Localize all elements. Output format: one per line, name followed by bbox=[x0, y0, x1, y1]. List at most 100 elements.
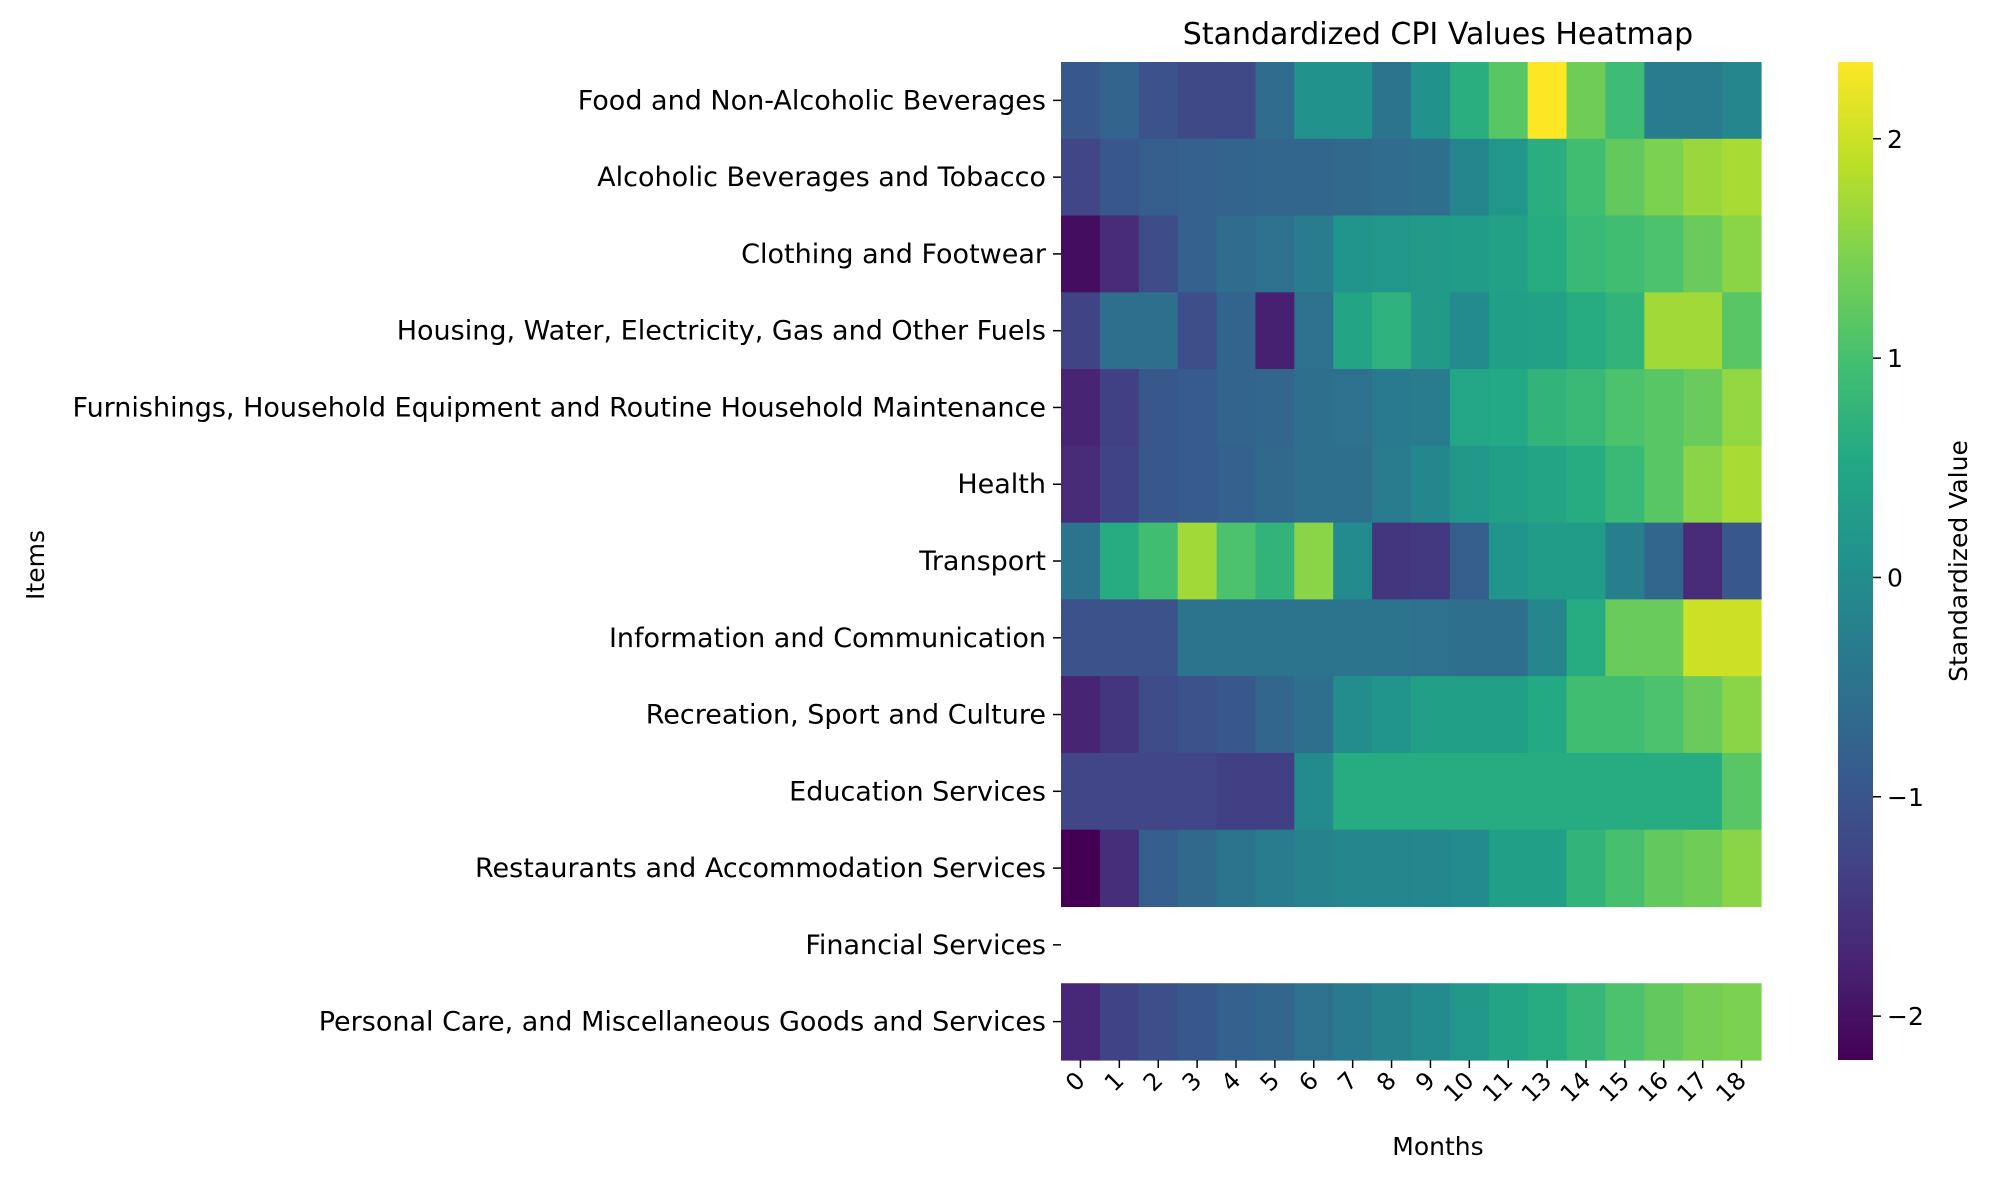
x-tick-label: 3 bbox=[1177, 1066, 1208, 1097]
y-tick-label: Restaurants and Accommodation Services bbox=[475, 853, 1046, 884]
heatmap-cell bbox=[1099, 599, 1140, 677]
heatmap-cell bbox=[1099, 522, 1140, 600]
heatmap-cell bbox=[1449, 522, 1490, 600]
heatmap-cell bbox=[1138, 369, 1179, 447]
x-tick-label: 16 bbox=[1633, 1066, 1674, 1107]
x-axis-label: Months bbox=[1392, 1132, 1483, 1161]
heatmap-cell bbox=[1411, 522, 1451, 600]
heatmap-cell bbox=[1488, 445, 1529, 524]
heatmap-cell bbox=[1605, 215, 1645, 293]
heatmap-cell bbox=[1216, 983, 1257, 1061]
heatmap-cell bbox=[1411, 829, 1451, 908]
heatmap-cell bbox=[1333, 62, 1373, 140]
y-axis-label: Items bbox=[21, 530, 50, 600]
heatmap-cell bbox=[1683, 752, 1723, 831]
x-tick-label: 5 bbox=[1255, 1066, 1286, 1097]
heatmap-cell bbox=[1294, 522, 1334, 600]
heatmap-cell bbox=[1411, 445, 1451, 524]
heatmap-cell bbox=[1722, 829, 1762, 908]
heatmap-cell bbox=[1449, 215, 1490, 293]
x-tick-label: 13 bbox=[1516, 1066, 1557, 1107]
heatmap-cell bbox=[1722, 599, 1762, 677]
heatmap-cell bbox=[1372, 752, 1412, 831]
heatmap-cell bbox=[1333, 676, 1373, 754]
heatmap-cell bbox=[1411, 215, 1451, 293]
heatmap-cell bbox=[1255, 983, 1295, 1061]
heatmap-cell bbox=[1138, 138, 1179, 217]
heatmap-cell bbox=[1605, 292, 1645, 370]
heatmap-cell bbox=[1566, 292, 1607, 370]
heatmap-cell bbox=[1099, 829, 1140, 908]
heatmap-cell bbox=[1566, 829, 1607, 908]
x-tick-label: 17 bbox=[1672, 1066, 1713, 1107]
x-tick-label: 8 bbox=[1371, 1066, 1402, 1097]
heatmap-cell bbox=[1449, 752, 1490, 831]
heatmap-cell bbox=[1061, 752, 1101, 831]
heatmap-cell bbox=[1061, 983, 1101, 1061]
heatmap-cell bbox=[1177, 599, 1218, 677]
heatmap-cell bbox=[1488, 829, 1529, 908]
y-tick-label: Food and Non-Alcoholic Beverages bbox=[578, 85, 1046, 116]
heatmap-cell bbox=[1411, 62, 1451, 140]
heatmap-cell bbox=[1099, 369, 1140, 447]
heatmap-cell bbox=[1294, 445, 1334, 524]
colorbar: −2 −1 0 1 2 Standardized Value bbox=[1838, 62, 1973, 1060]
heatmap-cell bbox=[1488, 369, 1529, 447]
heatmap-cell bbox=[1138, 676, 1179, 754]
heatmap-cell bbox=[1527, 752, 1568, 831]
heatmap-cell bbox=[1605, 522, 1645, 600]
heatmap-cell bbox=[1644, 829, 1684, 908]
heatmap-cell bbox=[1294, 676, 1334, 754]
colorbar-tick-label: 0 bbox=[1887, 563, 1903, 592]
heatmap-cell bbox=[1644, 522, 1684, 600]
heatmap-cell bbox=[1294, 369, 1334, 447]
heatmap-cell bbox=[1566, 369, 1607, 447]
heatmap-cell bbox=[1177, 138, 1218, 217]
heatmap-cell bbox=[1177, 752, 1218, 831]
heatmap-cell bbox=[1566, 752, 1607, 831]
heatmap-cell bbox=[1061, 445, 1101, 524]
heatmap-cell bbox=[1449, 829, 1490, 908]
y-tick-label: Personal Care, and Miscellaneous Goods a… bbox=[319, 1007, 1046, 1038]
heatmap-cell bbox=[1605, 62, 1645, 140]
heatmap-cell bbox=[1138, 599, 1179, 677]
heatmap-cell bbox=[1333, 752, 1373, 831]
chart-title: Standardized CPI Values Heatmap bbox=[1183, 17, 1693, 52]
x-tick-label: 18 bbox=[1710, 1066, 1751, 1107]
heatmap-cell bbox=[1644, 445, 1684, 524]
heatmap-cell bbox=[1722, 445, 1762, 524]
heatmap-cell bbox=[1449, 599, 1490, 677]
heatmap-cell bbox=[1527, 215, 1568, 293]
heatmap-cell bbox=[1605, 829, 1645, 908]
heatmap-cell bbox=[1566, 445, 1607, 524]
heatmap-cell bbox=[1411, 983, 1451, 1061]
y-tick-label: Housing, Water, Electricity, Gas and Oth… bbox=[397, 316, 1046, 347]
x-tick-label: 4 bbox=[1216, 1066, 1247, 1097]
heatmap-cell bbox=[1527, 292, 1568, 370]
heatmap-cell bbox=[1488, 752, 1529, 831]
heatmap-cell bbox=[1216, 138, 1257, 217]
heatmap-cell bbox=[1683, 522, 1723, 600]
x-tick-label: 15 bbox=[1594, 1066, 1635, 1107]
colorbar-tick-label: 2 bbox=[1887, 125, 1903, 154]
heatmap-cell bbox=[1255, 292, 1295, 370]
heatmap-cell bbox=[1138, 292, 1179, 370]
heatmap-cell bbox=[1255, 445, 1295, 524]
heatmap-cell bbox=[1061, 676, 1101, 754]
y-tick-label: Transport bbox=[918, 546, 1046, 577]
heatmap-cell bbox=[1683, 983, 1723, 1061]
heatmap-cell bbox=[1527, 369, 1568, 447]
heatmap-cell bbox=[1372, 445, 1412, 524]
heatmap-cell bbox=[1605, 445, 1645, 524]
heatmap-cell bbox=[1527, 599, 1568, 677]
heatmap-cell bbox=[1527, 522, 1568, 600]
heatmap-cell bbox=[1605, 752, 1645, 831]
heatmap-cell bbox=[1333, 983, 1373, 1061]
heatmap-cell bbox=[1411, 292, 1451, 370]
heatmap-cell bbox=[1294, 215, 1334, 293]
heatmap-cell bbox=[1449, 676, 1490, 754]
y-tick-label: Education Services bbox=[789, 776, 1046, 807]
y-tick-label: Furnishings, Household Equipment and Rou… bbox=[73, 392, 1046, 423]
y-tick-label: Health bbox=[957, 469, 1046, 500]
heatmap-cell bbox=[1138, 522, 1179, 600]
